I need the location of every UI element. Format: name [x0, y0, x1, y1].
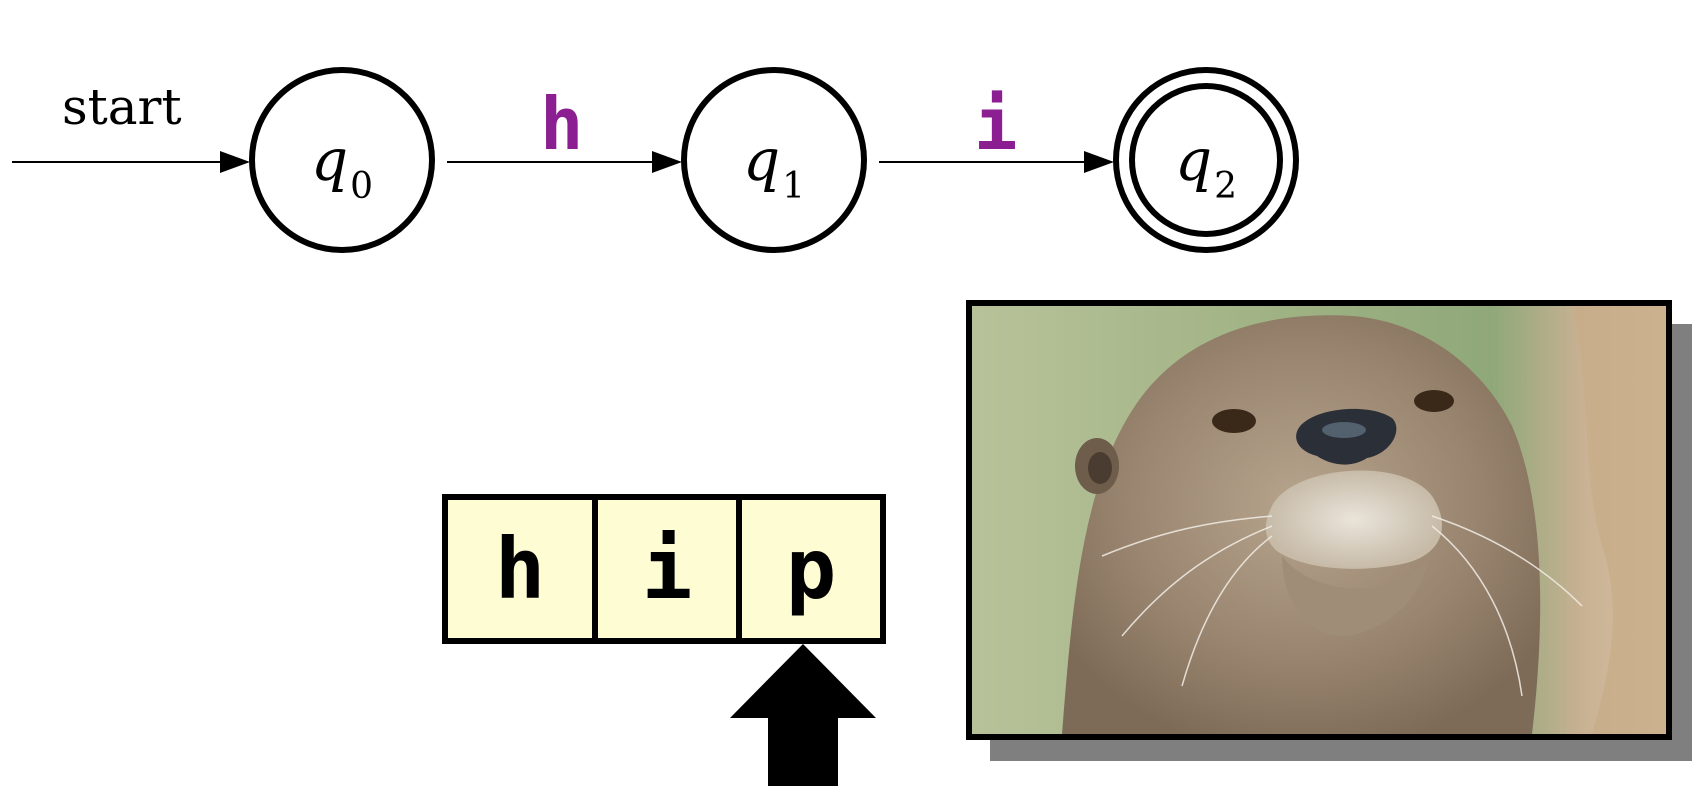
transition-q1-q2-arrowhead	[1084, 151, 1114, 173]
state-q2-name: q	[1174, 126, 1213, 194]
otter-icon	[1062, 306, 1666, 734]
start-arrowhead	[220, 151, 250, 173]
transition-q0-q1-line	[447, 161, 652, 163]
transition-symbol-i: i	[974, 82, 1018, 166]
transition-q0-q1-arrowhead	[652, 151, 682, 173]
tape-cell: h	[494, 520, 546, 618]
input-tape: h i p	[442, 494, 886, 644]
state-q2-accepting: q2	[1113, 67, 1299, 253]
transition-symbol-h: h	[540, 82, 584, 166]
tape-head-arrow-icon	[730, 644, 876, 718]
state-q0-name: q	[310, 126, 349, 194]
state-q1: q1	[681, 67, 867, 253]
start-arrow-line	[12, 161, 220, 163]
transition-q1-q2-line	[879, 161, 1084, 163]
state-q0-index: 0	[350, 166, 374, 207]
tape-head-arrow-stem	[768, 717, 838, 786]
state-q0: q0	[249, 67, 435, 253]
state-q1-index: 1	[782, 166, 806, 207]
tape-cell-current: p	[736, 500, 880, 638]
start-label: start	[62, 78, 182, 136]
state-q1-name: q	[742, 126, 781, 194]
tape-cell: i	[592, 500, 736, 638]
otter-photo	[966, 300, 1672, 740]
state-q2-index: 2	[1214, 166, 1238, 207]
